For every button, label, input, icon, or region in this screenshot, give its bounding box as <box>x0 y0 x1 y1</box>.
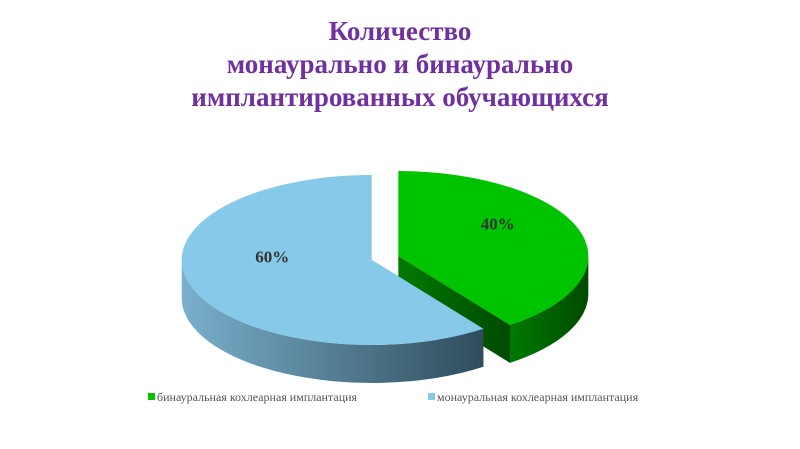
chart-title: Количество <box>329 16 472 46</box>
legend-swatch <box>428 393 435 400</box>
chart-title: монаурально и бинаурально <box>227 49 574 79</box>
value-label: 40% <box>481 215 515 234</box>
legend-label: монауральная кохлеарная имплантация <box>437 390 639 404</box>
value-label: 60% <box>255 247 289 266</box>
legend-label: бинауральная кохлеарная имплантация <box>157 390 358 404</box>
slice <box>181 174 484 345</box>
legend-swatch <box>148 393 155 400</box>
slice-side <box>181 259 484 383</box>
slice <box>398 171 589 325</box>
chart-title: имплантированных обучающихся <box>191 82 608 112</box>
slice-side <box>509 256 589 363</box>
